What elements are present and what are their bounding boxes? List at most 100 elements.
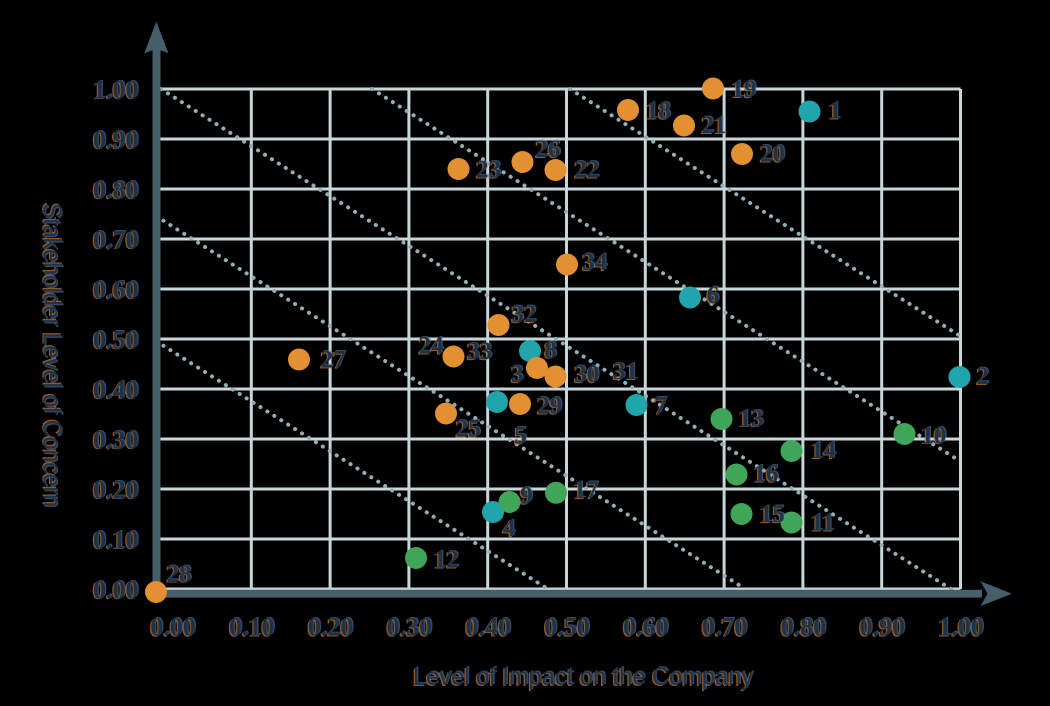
svg-text:22: 22 — [576, 156, 601, 183]
svg-text:18: 18 — [647, 97, 672, 124]
svg-text:14: 14 — [812, 436, 838, 463]
svg-text:0.50: 0.50 — [92, 326, 138, 355]
svg-text:0.10: 0.10 — [92, 526, 138, 555]
svg-text:Stakeholder Level of Concern: Stakeholder Level of Concern — [37, 202, 67, 506]
svg-text:0.50: 0.50 — [546, 612, 592, 641]
svg-text:21: 21 — [701, 112, 726, 139]
svg-text:5: 5 — [516, 422, 529, 449]
svg-text:23: 23 — [477, 156, 502, 183]
svg-text:31: 31 — [613, 358, 638, 385]
svg-text:0.90: 0.90 — [859, 613, 905, 642]
svg-text:13: 13 — [739, 405, 764, 432]
svg-text:11: 11 — [811, 509, 835, 536]
svg-text:0.20: 0.20 — [309, 612, 355, 641]
svg-text:0.80: 0.80 — [779, 613, 825, 642]
svg-text:0.80: 0.80 — [94, 174, 140, 203]
svg-text:0.40: 0.40 — [94, 374, 140, 403]
svg-text:0.00: 0.00 — [149, 613, 195, 642]
svg-text:0.00: 0.00 — [94, 574, 140, 603]
svg-text:16: 16 — [755, 460, 780, 487]
svg-text:0.70: 0.70 — [702, 613, 748, 642]
svg-text:12: 12 — [434, 546, 459, 573]
svg-text:20: 20 — [761, 140, 786, 167]
svg-text:19: 19 — [731, 76, 756, 103]
svg-text:1: 1 — [827, 98, 840, 125]
svg-text:33: 33 — [466, 339, 491, 366]
svg-text:31: 31 — [614, 357, 639, 384]
svg-text:0.90: 0.90 — [858, 613, 904, 642]
svg-text:18: 18 — [644, 98, 669, 125]
svg-text:34: 34 — [582, 249, 608, 276]
svg-text:32: 32 — [513, 300, 538, 327]
svg-text:0.70: 0.70 — [94, 224, 140, 253]
svg-text:0.30: 0.30 — [385, 613, 431, 642]
svg-text:0.00: 0.00 — [150, 613, 196, 642]
svg-text:0.10: 0.10 — [228, 613, 274, 642]
svg-text:28: 28 — [165, 562, 190, 589]
svg-text:25: 25 — [456, 415, 481, 442]
svg-text:4: 4 — [504, 514, 517, 541]
svg-text:24: 24 — [420, 332, 446, 359]
svg-text:7: 7 — [654, 393, 667, 420]
svg-text:2: 2 — [977, 363, 990, 390]
svg-text:33: 33 — [468, 337, 493, 364]
svg-text:0.30: 0.30 — [388, 612, 434, 641]
svg-text:0.40: 0.40 — [92, 376, 138, 405]
svg-text:0.30: 0.30 — [93, 425, 139, 454]
svg-text:0.60: 0.60 — [623, 613, 669, 642]
svg-text:28: 28 — [167, 561, 192, 588]
svg-text:3: 3 — [512, 360, 525, 387]
svg-text:0.90: 0.90 — [92, 126, 138, 155]
svg-text:1.00: 1.00 — [937, 613, 983, 642]
svg-text:0.80: 0.80 — [93, 175, 139, 204]
svg-text:3: 3 — [510, 362, 523, 389]
svg-text:0.40: 0.40 — [464, 613, 510, 642]
svg-text:32: 32 — [511, 301, 536, 328]
svg-text:0.10: 0.10 — [93, 525, 139, 554]
svg-text:14: 14 — [810, 438, 836, 465]
svg-text:1: 1 — [830, 97, 843, 124]
svg-text:19: 19 — [730, 77, 755, 104]
svg-text:26: 26 — [535, 136, 560, 163]
svg-text:29: 29 — [536, 393, 561, 420]
svg-text:31: 31 — [612, 359, 637, 386]
svg-text:0.70: 0.70 — [703, 612, 749, 641]
svg-text:6: 6 — [707, 282, 720, 309]
svg-text:0.90: 0.90 — [93, 125, 139, 154]
svg-text:0.60: 0.60 — [624, 612, 670, 641]
svg-text:13: 13 — [737, 406, 762, 433]
svg-text:22: 22 — [574, 157, 599, 184]
svg-text:0.70: 0.70 — [93, 225, 139, 254]
svg-text:5: 5 — [514, 423, 527, 450]
svg-text:9: 9 — [520, 483, 533, 510]
svg-text:1.00: 1.00 — [938, 613, 984, 642]
svg-text:0.10: 0.10 — [230, 612, 276, 641]
svg-text:8: 8 — [543, 338, 556, 365]
svg-text:21: 21 — [703, 111, 728, 138]
svg-text:33: 33 — [467, 338, 492, 365]
svg-text:10: 10 — [923, 421, 948, 448]
svg-text:6: 6 — [705, 283, 718, 310]
svg-text:15: 15 — [759, 502, 784, 529]
svg-text:0.60: 0.60 — [93, 275, 139, 304]
svg-text:0.10: 0.10 — [94, 524, 140, 553]
svg-text:17: 17 — [572, 478, 597, 505]
svg-text:0.50: 0.50 — [93, 325, 139, 354]
svg-text:29: 29 — [538, 392, 563, 419]
svg-text:0.40: 0.40 — [467, 612, 513, 641]
svg-text:0.40: 0.40 — [465, 613, 511, 642]
svg-text:27: 27 — [321, 347, 346, 374]
svg-text:Level of Impact on the Company: Level of Impact on the Company — [413, 663, 753, 691]
svg-text:0.30: 0.30 — [92, 426, 138, 455]
svg-text:23: 23 — [476, 157, 501, 184]
svg-text:8: 8 — [546, 336, 559, 363]
svg-text:15: 15 — [760, 501, 785, 528]
svg-text:10: 10 — [921, 422, 946, 449]
svg-text:30: 30 — [576, 360, 601, 387]
svg-text:0.50: 0.50 — [94, 324, 140, 353]
svg-text:26: 26 — [537, 135, 562, 162]
svg-text:1.00: 1.00 — [94, 74, 140, 103]
svg-text:4: 4 — [503, 515, 516, 542]
svg-text:0.90: 0.90 — [94, 124, 140, 153]
svg-text:0.30: 0.30 — [94, 424, 140, 453]
